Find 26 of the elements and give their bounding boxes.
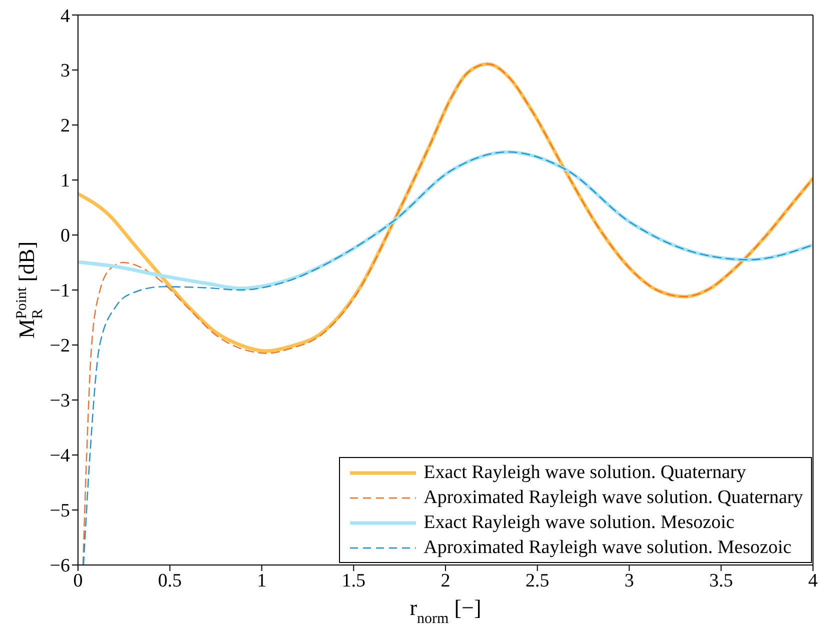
y-tick-label: −3 (50, 390, 70, 412)
x-axis-title: r$_{norm}$ [−] (410, 595, 482, 627)
y-tick-label: −5 (50, 500, 70, 522)
x-tick-label: 1 (257, 570, 266, 592)
y-tick-label: −1 (50, 280, 70, 302)
y-tick-label: 3 (60, 60, 70, 82)
y-tick-label: 2 (60, 116, 70, 137)
line-series (82, 151, 813, 565)
legend-label: Exact Rayleigh wave solution. Quaternary (424, 462, 746, 482)
legend-label: Exact Rayleigh wave solution. Mesozoic (424, 512, 734, 532)
x-tick-label: 3.5 (709, 570, 733, 592)
y-tick-label: −4 (50, 446, 70, 467)
y-tick-label: 1 (60, 170, 70, 192)
x-tick-label: 4 (808, 570, 818, 592)
x-tick-label: 2 (440, 570, 450, 592)
legend-label: Aproximated Rayleigh wave solution. Mesozoic (424, 536, 792, 558)
x-tick-label: 3 (624, 570, 634, 592)
legend-label: Aproximated Rayleigh wave solution. Quaternary (424, 486, 803, 508)
x-tick-label: 0.5 (158, 570, 182, 592)
y-tick-label: −2 (50, 336, 70, 357)
y-tick-label: 0 (60, 226, 70, 247)
x-tick-label: 1.5 (342, 570, 366, 592)
x-tick-label: 2.5 (526, 570, 550, 592)
y-tick-label: −6 (50, 556, 70, 577)
line-series (82, 63, 813, 565)
y-tick-label: 4 (60, 6, 70, 27)
